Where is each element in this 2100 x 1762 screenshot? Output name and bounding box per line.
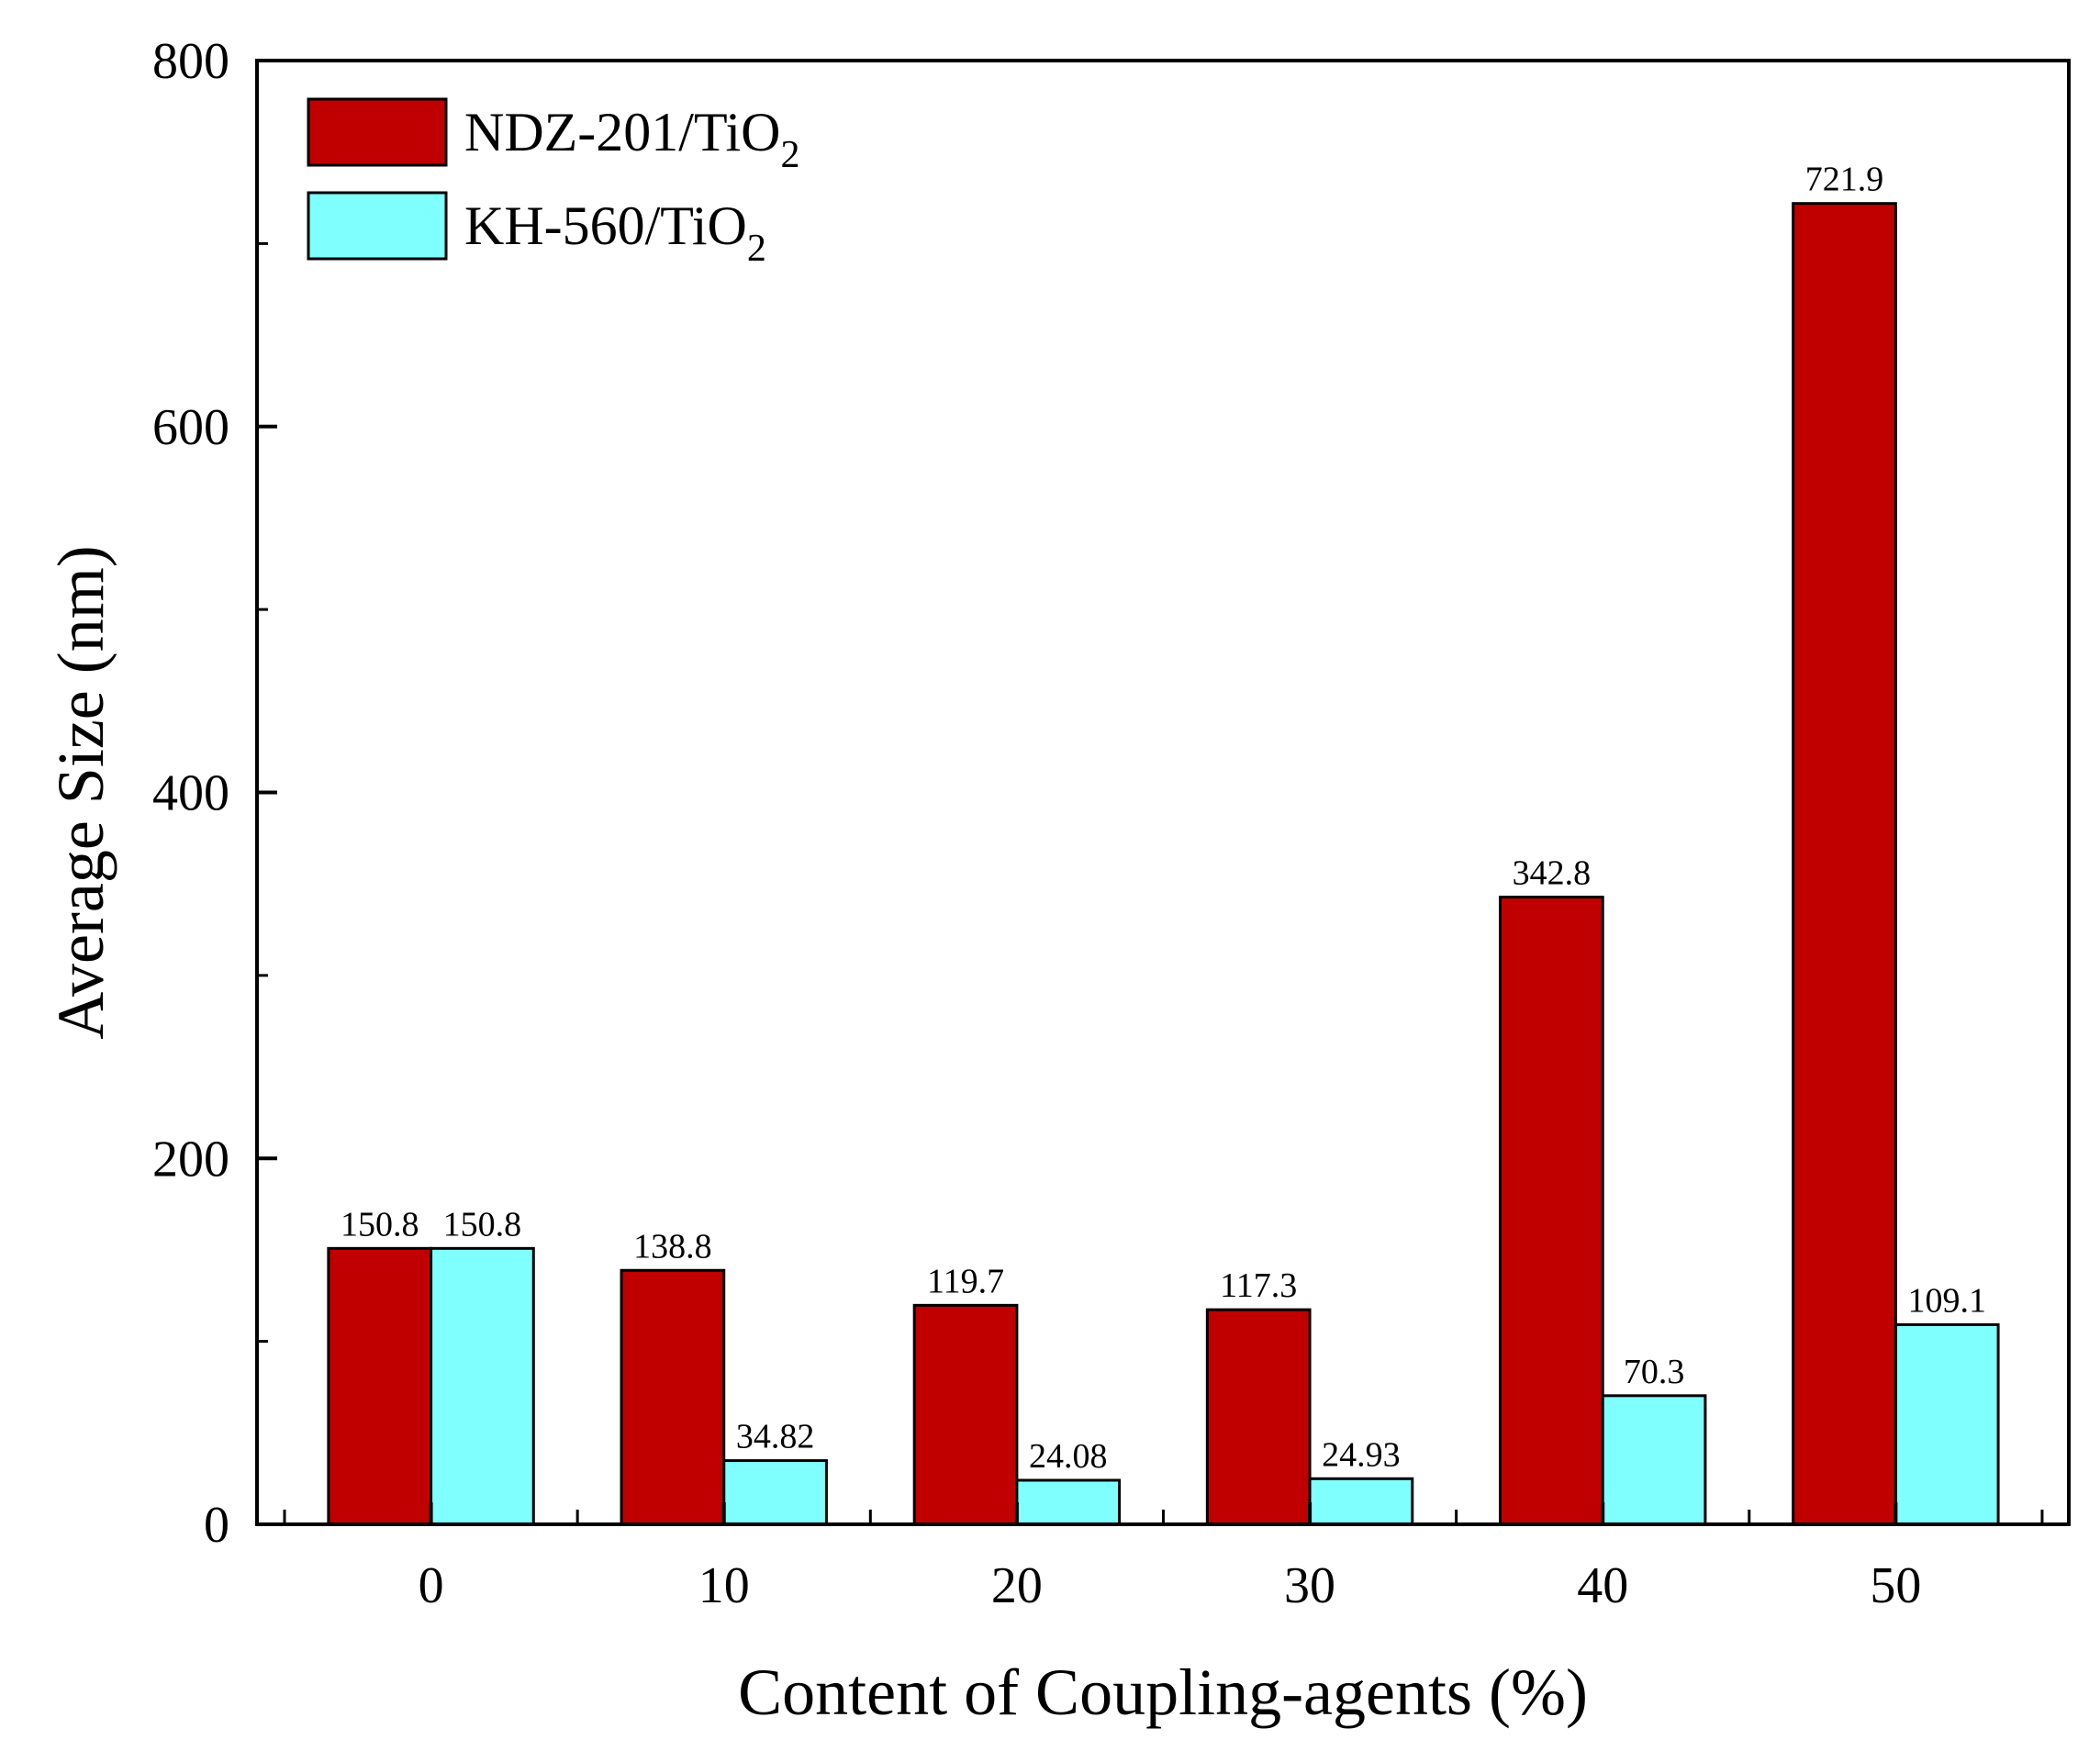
y-axis-title: Average Size (nm) bbox=[44, 545, 117, 1039]
data-label-kh560-20: 24.08 bbox=[1029, 1437, 1108, 1476]
bar-kh560-40 bbox=[1601, 1394, 1707, 1526]
x-tick-label: 20 bbox=[991, 1557, 1043, 1614]
data-label-kh560-30: 24.93 bbox=[1322, 1435, 1401, 1474]
bar-ndz201-10 bbox=[620, 1268, 726, 1526]
data-label-ndz201-30: 117.3 bbox=[1220, 1266, 1297, 1305]
data-labels-group: 150.8 138.8 119.7 117.3 342.8 721.9 150.8 34.82… bbox=[341, 161, 1986, 1476]
y-axis: 0 200 400 600 800 bbox=[152, 33, 277, 1554]
bar-ndz201-40 bbox=[1499, 896, 1604, 1526]
bar-kh560-50 bbox=[1893, 1322, 2000, 1526]
x-tick-label: 30 bbox=[1284, 1557, 1335, 1614]
x-axis: 0 10 20 30 40 50 bbox=[283, 1502, 2044, 1614]
data-label-ndz201-50: 721.9 bbox=[1805, 161, 1884, 199]
y-tick-label: 200 bbox=[152, 1131, 229, 1188]
data-label-kh560-10: 34.82 bbox=[736, 1418, 815, 1456]
bar-ndz201-0 bbox=[327, 1246, 433, 1526]
y-tick-label: 800 bbox=[152, 33, 229, 90]
legend-label-kh560: KH-560/TiO2 bbox=[464, 195, 766, 270]
data-label-ndz201-20: 119.7 bbox=[927, 1262, 1004, 1300]
y-tick-label: 600 bbox=[152, 399, 229, 456]
x-tick-label: 50 bbox=[1870, 1557, 1921, 1614]
y-tick-label: 0 bbox=[204, 1497, 229, 1554]
bar-kh560-30 bbox=[1308, 1477, 1414, 1526]
bars-group bbox=[327, 202, 2000, 1526]
x-tick-label: 10 bbox=[698, 1557, 750, 1614]
data-label-kh560-0: 150.8 bbox=[443, 1205, 522, 1243]
bar-kh560-0 bbox=[430, 1246, 535, 1526]
legend-swatch-kh560 bbox=[307, 191, 448, 261]
legend-label-ndz201: NDZ-201/TiO2 bbox=[464, 102, 800, 176]
bar-kh560-10 bbox=[722, 1459, 828, 1526]
x-tick-label: 40 bbox=[1577, 1557, 1628, 1614]
legend: NDZ-201/TiO2 KH-560/TiO2 bbox=[307, 97, 800, 270]
bar-kh560-20 bbox=[1015, 1478, 1122, 1526]
bar-ndz201-30 bbox=[1205, 1308, 1312, 1526]
data-label-ndz201-10: 138.8 bbox=[633, 1227, 712, 1266]
data-label-ndz201-40: 342.8 bbox=[1513, 854, 1592, 893]
data-label-kh560-40: 70.3 bbox=[1624, 1353, 1685, 1391]
legend-swatch-ndz201 bbox=[307, 97, 448, 167]
x-tick-label: 0 bbox=[419, 1557, 444, 1614]
bar-ndz201-50 bbox=[1792, 202, 1897, 1526]
data-label-ndz201-0: 150.8 bbox=[341, 1205, 419, 1243]
y-tick-label: 400 bbox=[152, 765, 229, 822]
x-axis-title: Content of Coupling-agents (%) bbox=[738, 1656, 1588, 1729]
bar-ndz201-20 bbox=[912, 1303, 1019, 1526]
data-label-kh560-50: 109.1 bbox=[1907, 1281, 1986, 1320]
